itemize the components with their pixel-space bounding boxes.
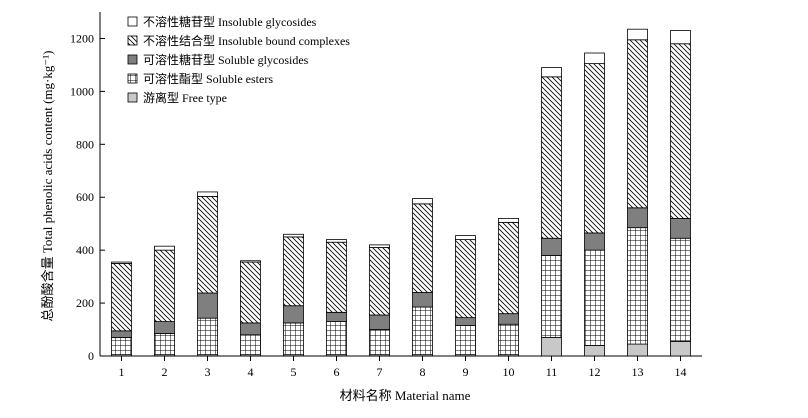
- x-tick-label: 8: [420, 365, 426, 379]
- bar-segment-2: [541, 255, 562, 338]
- x-tick-label: 12: [589, 365, 601, 379]
- bar-segment-3: [369, 314, 390, 330]
- bar-segment-5: [283, 233, 304, 238]
- bar-segment-2: [111, 337, 132, 356]
- bar-segment-5: [541, 67, 562, 78]
- bar-segment-3: [412, 292, 433, 308]
- bar-segment-3: [584, 232, 605, 251]
- bar-segment-5: [670, 30, 691, 45]
- y-tick-label: 400: [76, 243, 94, 257]
- bar-segment-3: [283, 305, 304, 324]
- bar-segment-3: [455, 317, 476, 326]
- bar-segment-3: [541, 237, 562, 256]
- bar-segment-1: [541, 337, 562, 357]
- bars: [111, 28, 691, 357]
- bar-segment-4: [541, 76, 562, 239]
- x-tick-label: 9: [463, 365, 469, 379]
- legend-swatch: [127, 54, 138, 65]
- bar-segment-2: [154, 333, 175, 356]
- bar-segment-2: [197, 317, 218, 356]
- bar-segment-2: [584, 249, 605, 346]
- x-tick-label: 7: [377, 365, 383, 379]
- bar-segment-5: [111, 261, 132, 264]
- bar-segment-5: [369, 244, 390, 248]
- bar-segment-4: [584, 63, 605, 234]
- bar-segment-4: [412, 203, 433, 293]
- bar-segment-3: [670, 217, 691, 239]
- y-tick-label: 1000: [70, 84, 94, 98]
- bar-segment-5: [412, 198, 433, 205]
- bar-segment-5: [154, 245, 175, 251]
- legend-label: 不溶性糖苷型 Insoluble glycosides: [143, 14, 317, 29]
- x-tick-label: 3: [205, 365, 211, 379]
- bar-segment-2: [627, 227, 648, 345]
- bar-segment-4: [197, 196, 218, 294]
- bar-segment-2: [455, 325, 476, 356]
- legend-swatch: [127, 16, 138, 27]
- bar-segment-3: [240, 322, 261, 336]
- bar-segment-4: [111, 262, 132, 332]
- x-ticks: 1 2 3 4 5 6 7 8 9 10 11 12 13 14: [119, 356, 687, 379]
- y-ticks: 0 200 400 600 800 1000 1200: [70, 31, 105, 363]
- y-tick-label: 0: [88, 349, 94, 363]
- x-tick-label: 4: [248, 365, 254, 379]
- bar-segment-2: [412, 306, 433, 356]
- x-tick-label: 1: [119, 365, 125, 379]
- bar-segment-3: [197, 292, 218, 319]
- bar-segment-4: [154, 249, 175, 322]
- x-axis-title: 材料名称 Material name: [340, 388, 471, 403]
- legend-label: 游离型 Free type: [143, 90, 227, 105]
- legend: 不溶性糖苷型 Insoluble glycosides 不溶性结合型 Insolu…: [127, 14, 350, 105]
- legend-label: 可溶性酯型 Soluble esters: [143, 71, 273, 86]
- bar-segment-3: [154, 321, 175, 334]
- bar-segment-5: [455, 235, 476, 240]
- bar-segment-2: [670, 237, 691, 342]
- bar-segment-3: [498, 313, 519, 325]
- legend-swatch: [127, 35, 138, 46]
- y-tick-label: 200: [76, 296, 94, 310]
- y-tick-label: 600: [76, 190, 94, 204]
- bar-segment-4: [455, 239, 476, 319]
- bar-segment-3: [627, 207, 648, 229]
- x-tick-label: 10: [503, 365, 515, 379]
- bar-segment-3: [111, 330, 132, 338]
- bar-segment-2: [326, 321, 347, 356]
- bar-segment-4: [670, 43, 691, 219]
- y-tick-label: 1200: [70, 31, 94, 45]
- legend-label: 可溶性糖苷型 Soluble glycosides: [143, 52, 309, 67]
- bar-segment-5: [326, 239, 347, 243]
- bar-segment-2: [498, 323, 519, 356]
- bar-segment-4: [326, 241, 347, 313]
- bar-segment-2: [369, 329, 390, 356]
- x-tick-label: 11: [546, 365, 558, 379]
- bar-segment-5: [240, 260, 261, 263]
- legend-label: 不溶性结合型 Insoluble bound complexes: [143, 33, 350, 48]
- x-tick-label: 2: [162, 365, 168, 379]
- legend-swatch: [127, 73, 138, 84]
- x-tick-label: 13: [632, 365, 644, 379]
- x-tick-label: 5: [291, 365, 297, 379]
- bar-segment-1: [627, 343, 648, 357]
- bar-segment-4: [498, 221, 519, 315]
- bar-segment-1: [670, 341, 691, 357]
- bar-segment-4: [369, 247, 390, 316]
- bar-segment-4: [627, 39, 648, 209]
- bar-segment-3: [326, 311, 347, 323]
- y-axis-title: 总酚酸含量 Total phenolic acids content (mg·k…: [40, 51, 55, 322]
- bar-segment-2: [283, 322, 304, 356]
- x-tick-label: 6: [334, 365, 340, 379]
- y-tick-label: 800: [76, 137, 94, 151]
- bar-segment-4: [283, 236, 304, 307]
- bar-segment-4: [240, 261, 261, 324]
- bar-segment-5: [197, 191, 218, 197]
- bar-segment-1: [584, 345, 605, 357]
- x-tick-label: 14: [675, 365, 687, 379]
- legend-swatch: [127, 92, 138, 103]
- bar-segment-5: [498, 217, 519, 223]
- bar-segment-5: [627, 28, 648, 41]
- bar-segment-5: [584, 52, 605, 65]
- bar-segment-2: [240, 334, 261, 356]
